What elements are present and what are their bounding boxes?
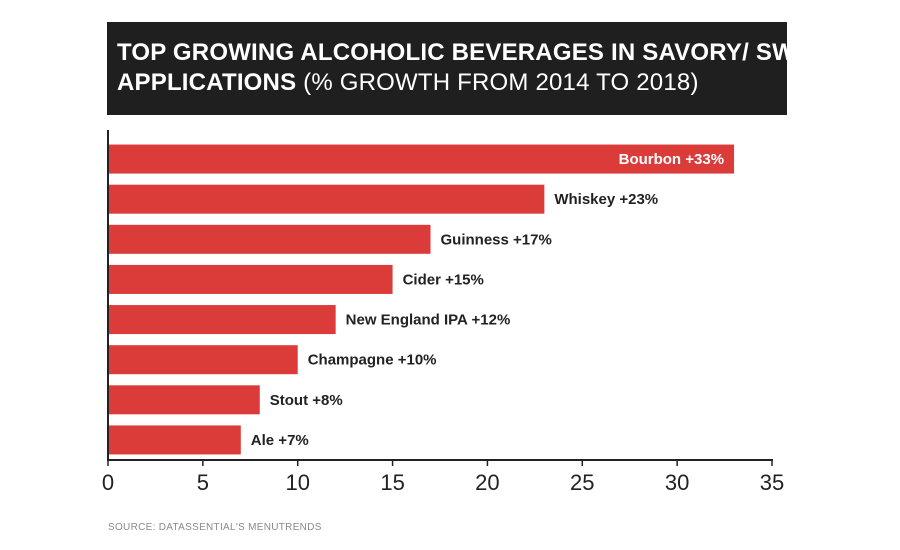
x-tick-label: 30 (665, 470, 689, 495)
x-tick-label: 10 (285, 470, 309, 495)
bar-stout (108, 385, 260, 415)
bar-new-england-ipa (108, 305, 336, 335)
bar-label: Whiskey +23% (554, 191, 658, 208)
bar-label: Champagne +10% (308, 352, 437, 369)
bar-label: Cider +15% (403, 271, 484, 288)
source-note: SOURCE: DATASSENTIAL'S MENUTRENDS (108, 522, 322, 533)
x-tick-label: 35 (760, 470, 784, 495)
bar-label: Guinness +17% (441, 231, 552, 248)
chart-title-line2: APPLICATIONS (% GROWTH FROM 2014 TO 2018… (117, 68, 777, 98)
x-tick-label: 0 (102, 470, 114, 495)
bar-cider (108, 264, 393, 294)
chart-title-line2-rest: (% GROWTH FROM 2014 TO 2018) (296, 69, 699, 96)
chart-title-box: TOP GROWING ALCOHOLIC BEVERAGES IN SAVOR… (107, 22, 900, 115)
x-tick-label: 15 (380, 470, 404, 495)
chart-title-line1: TOP GROWING ALCOHOLIC BEVERAGES IN SAVOR… (117, 39, 900, 66)
bar-ale (108, 425, 241, 455)
x-tick-label: 5 (197, 470, 209, 495)
chart-title-line2-bold: APPLICATIONS (117, 69, 297, 96)
bar-label: Stout +8% (270, 392, 343, 409)
bar-guinness (108, 224, 431, 254)
bar-label: Bourbon +33% (619, 151, 724, 168)
bar-label: Ale +7% (251, 432, 309, 449)
bar-whiskey (108, 184, 545, 214)
bar-label: New England IPA +12% (346, 312, 511, 329)
x-tick-label: 25 (570, 470, 594, 495)
bar-champagne (108, 345, 298, 375)
bar-bourbon (108, 144, 735, 174)
x-tick-label: 20 (475, 470, 499, 495)
